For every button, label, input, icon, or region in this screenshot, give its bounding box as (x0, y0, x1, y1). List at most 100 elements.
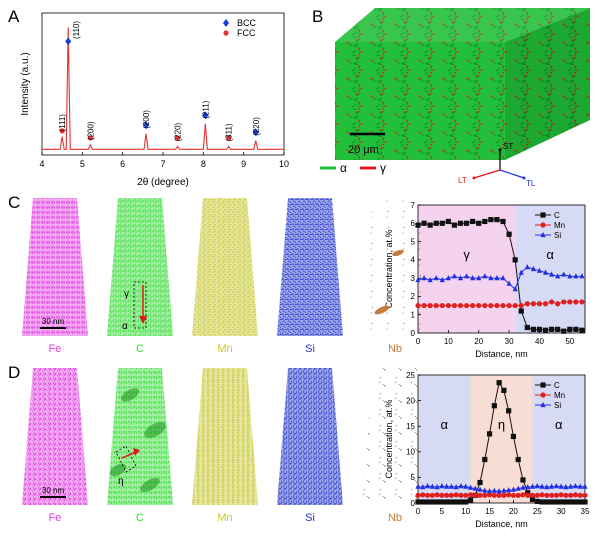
marker (555, 273, 561, 279)
element-label: Nb (388, 512, 402, 524)
axis-label: TL (526, 179, 536, 188)
element-label: C (136, 512, 144, 524)
marker (582, 483, 588, 489)
x-axis-label: Distance, nm (475, 349, 528, 359)
marker (476, 302, 482, 309)
data-line (418, 301, 582, 307)
element-label: Nb (388, 343, 402, 355)
peak-label: (211) (201, 100, 210, 118)
marker (500, 275, 506, 281)
marker (549, 271, 555, 277)
marker (491, 403, 497, 409)
x-tick-label: 20 (509, 507, 518, 516)
data-line (417, 219, 583, 332)
marker (496, 488, 502, 494)
marker (567, 326, 573, 332)
marker (506, 492, 512, 498)
x-tick-label: 10 (444, 337, 453, 346)
region-label: α (546, 247, 554, 262)
nb-particle (374, 305, 390, 315)
marker (539, 499, 545, 505)
marker (439, 483, 445, 489)
marker (579, 327, 585, 333)
marker (482, 487, 488, 493)
marker (457, 275, 464, 281)
x-tick-label: 20 (474, 337, 483, 346)
marker (512, 302, 518, 309)
marker (555, 326, 561, 332)
marker (549, 299, 555, 305)
marker (494, 302, 500, 309)
marker (568, 492, 574, 498)
marker (458, 483, 464, 489)
marker (448, 499, 454, 505)
peak-label: (311) (225, 123, 234, 141)
marker (518, 308, 524, 314)
marker (506, 408, 512, 414)
region (418, 205, 516, 333)
marker (544, 492, 550, 498)
legend-marker (540, 382, 546, 388)
marker (530, 301, 536, 307)
marker (539, 492, 545, 498)
marker (567, 299, 573, 305)
axis-tip (498, 148, 502, 152)
marker (491, 487, 497, 493)
x-tick-label: 0 (416, 337, 421, 346)
x-tick-label: 0 (416, 507, 421, 516)
apt-tip (277, 368, 343, 505)
marker (555, 301, 561, 307)
peak-label: (200) (86, 121, 95, 140)
marker (445, 302, 451, 309)
x-tick-label: 7 (160, 159, 165, 169)
marker (518, 302, 524, 309)
apt-tip (192, 368, 258, 505)
marker (501, 492, 507, 498)
apt-tip (107, 368, 173, 505)
legend-label: BCC (237, 18, 257, 28)
marker (520, 484, 526, 490)
apt-tip (107, 198, 173, 336)
marker (476, 275, 482, 281)
marker (453, 492, 459, 498)
marker (582, 499, 588, 505)
box-front (335, 42, 505, 160)
marker (567, 273, 573, 279)
legend-label: α (340, 161, 347, 175)
marker (515, 492, 521, 498)
x-tick-label: 15 (485, 507, 494, 516)
marker (515, 456, 521, 463)
marker (482, 273, 488, 279)
marker (457, 220, 464, 226)
marker (512, 257, 518, 263)
x-tick-label: 40 (535, 337, 544, 346)
marker (470, 218, 476, 225)
roi-arrowhead (133, 448, 140, 456)
marker (252, 128, 259, 137)
marker (482, 456, 488, 463)
x-tick-label: 6 (120, 159, 125, 169)
marker (525, 484, 531, 490)
marker (534, 492, 540, 498)
marker (568, 499, 574, 505)
marker (520, 492, 526, 498)
legend-label: Si (554, 231, 561, 240)
marker (477, 486, 483, 492)
x-tick-label: 9 (241, 159, 246, 169)
legend-label: FCC (237, 28, 256, 38)
marker (515, 485, 521, 491)
marker (448, 483, 454, 489)
roi-box (115, 445, 137, 473)
marker (530, 265, 536, 272)
legend-marker (540, 222, 546, 228)
marker (453, 484, 459, 490)
marker (463, 492, 469, 498)
legend-marker (223, 19, 229, 27)
legend-label: Mn (554, 391, 565, 400)
marker (544, 484, 550, 490)
marker (561, 328, 567, 334)
marker (439, 499, 445, 505)
marker (486, 431, 493, 437)
marker (525, 492, 531, 498)
marker (174, 135, 181, 141)
